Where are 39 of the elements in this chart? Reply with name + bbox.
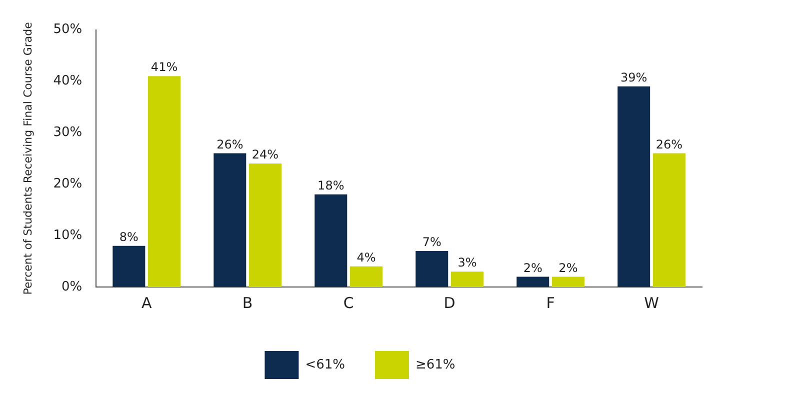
bar — [450, 272, 484, 287]
bar — [416, 250, 448, 287]
y-tick-label: 30% — [53, 125, 82, 140]
text: 2% — [523, 260, 542, 275]
text: 7% — [422, 235, 442, 250]
x-tick-label: A — [141, 294, 152, 312]
x-tick-label: B — [242, 294, 253, 312]
bar — [552, 276, 584, 287]
text: 4% — [356, 250, 376, 265]
text: 41% — [150, 60, 178, 74]
y-tick-label: 0% — [61, 279, 82, 294]
text: 26% — [216, 137, 244, 152]
text: 3% — [458, 256, 477, 270]
x-tick-label: W — [644, 294, 660, 312]
x-tick-label: C — [343, 294, 354, 312]
y-tick-label: 40% — [53, 74, 82, 89]
bar — [314, 194, 348, 287]
bar — [214, 153, 246, 287]
text: 8% — [119, 230, 138, 244]
legend-label: <61% — [305, 357, 346, 372]
text: 26% — [656, 137, 683, 152]
y-tick-label: 20% — [53, 176, 82, 192]
bar — [618, 86, 650, 287]
x-tick-label: D — [444, 294, 456, 312]
x-tick-label: F — [546, 294, 555, 312]
bar — [112, 246, 146, 287]
bar — [148, 76, 181, 287]
text: 18% — [318, 178, 344, 193]
text: 24% — [252, 148, 279, 162]
bar — [516, 276, 550, 287]
bar — [652, 153, 686, 287]
text: 39% — [620, 70, 648, 85]
y-axis-title: Percent of Students Receiving Final Course Grade — [21, 22, 34, 295]
bar — [248, 164, 282, 287]
text: 2% — [558, 260, 578, 275]
bar — [350, 266, 382, 287]
y-tick-label: 10% — [53, 228, 82, 243]
legend-label: ≥61% — [416, 357, 456, 372]
y-tick-label: 50% — [53, 22, 82, 38]
